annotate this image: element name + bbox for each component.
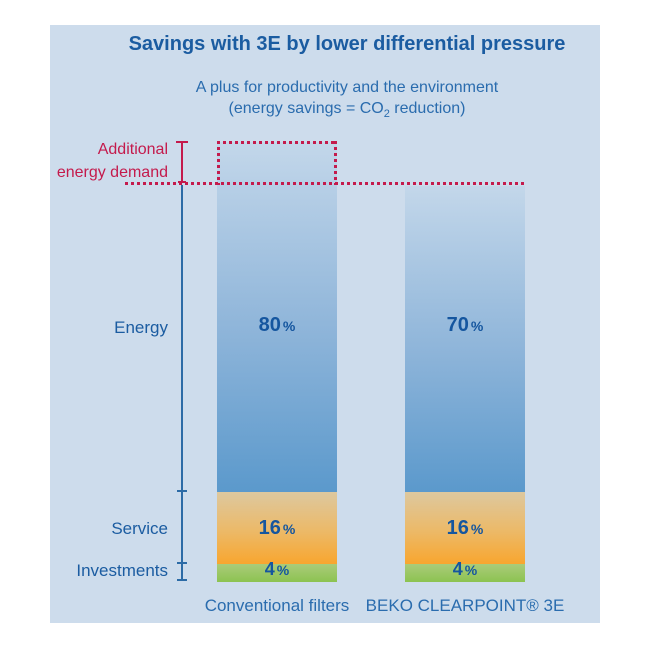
percent-sign: % xyxy=(282,521,296,537)
percent-sign: % xyxy=(470,521,484,537)
value-label-conventional-energy: 80% xyxy=(217,314,337,337)
chart-subtitle: A plus for productivity and the environm… xyxy=(195,79,499,96)
dotted-reference-line xyxy=(125,182,525,185)
co2-prefix: (energy savings = CO xyxy=(228,100,384,117)
value-beko-energy: 70 xyxy=(446,314,469,336)
category-label-beko-clearpoint: BEKO CLEARPOINT® 3E xyxy=(365,596,565,615)
axis-tick-service-investments xyxy=(177,562,187,564)
axis-label-service: Service xyxy=(111,519,168,538)
dotted-box-top-edge xyxy=(217,141,337,144)
value-beko-investments: 4 xyxy=(452,559,463,579)
bar-beko-clearpoint xyxy=(405,186,525,582)
red-bracket-line xyxy=(181,142,183,183)
percent-sign: % xyxy=(276,562,290,578)
percent-sign: % xyxy=(470,318,484,334)
value-conventional-energy: 80 xyxy=(258,314,281,336)
value-label-beko-service: 16% xyxy=(405,517,525,540)
additional-energy-demand-line2: energy demand xyxy=(56,164,168,181)
axis-label-investments: Investments xyxy=(76,561,168,580)
value-label-conventional-service: 16% xyxy=(217,517,337,540)
co2-subscript: 2 xyxy=(383,108,390,121)
bar-beko-investments-segment xyxy=(405,564,525,582)
bar-conventional-investments-segment xyxy=(217,564,337,582)
value-conventional-investments: 4 xyxy=(264,559,275,579)
axis-label-energy: Energy xyxy=(114,318,168,337)
bar-conventional-energy-segment xyxy=(217,142,337,492)
vertical-axis-line xyxy=(181,185,183,581)
bar-conventional-filters xyxy=(217,142,337,582)
category-label-conventional-filters: Conventional filters xyxy=(204,596,350,615)
axis-tick-energy-service xyxy=(177,490,187,492)
bar-beko-service-segment xyxy=(405,492,525,564)
co2-suffix: reduction) xyxy=(389,100,466,117)
red-bracket-top-cap xyxy=(176,141,188,143)
value-label-beko-energy: 70% xyxy=(405,314,525,337)
value-label-beko-investments: 4% xyxy=(405,559,525,580)
value-label-conventional-investments: 4% xyxy=(217,559,337,580)
value-conventional-service: 16 xyxy=(258,517,281,539)
chart-title: Savings with 3E by lower differential pr… xyxy=(128,33,566,55)
value-beko-service: 16 xyxy=(446,517,469,539)
percent-sign: % xyxy=(464,562,478,578)
additional-energy-demand-line1: Additional xyxy=(97,141,168,158)
dotted-box-right-edge xyxy=(334,141,337,185)
axis-tick-bottom xyxy=(177,579,187,581)
bar-conventional-service-segment xyxy=(217,492,337,564)
percent-sign: % xyxy=(282,318,296,334)
chart-subtitle-co2: (energy savings = CO2 reduction) xyxy=(44,100,650,120)
dotted-box-left-edge xyxy=(217,141,220,185)
additional-energy-demand-label: Additional energy demand xyxy=(0,138,168,184)
bar-beko-energy-segment xyxy=(405,186,525,492)
